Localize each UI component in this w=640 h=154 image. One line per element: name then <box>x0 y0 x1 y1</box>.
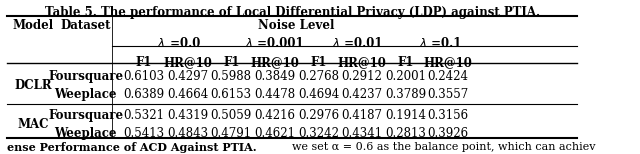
Text: HR@10: HR@10 <box>250 56 300 69</box>
Text: 0.4478: 0.4478 <box>254 88 296 101</box>
Text: 0.6389: 0.6389 <box>124 88 164 101</box>
Text: F1: F1 <box>223 56 239 69</box>
Text: 0.4791: 0.4791 <box>211 127 252 140</box>
Text: HR@10: HR@10 <box>338 56 387 69</box>
Text: Table 5. The performance of Local Differential Privacy (LDP) against PTIA.: Table 5. The performance of Local Differ… <box>45 6 540 18</box>
Text: Model: Model <box>13 19 54 32</box>
Text: 0.4621: 0.4621 <box>254 127 295 140</box>
Text: 0.3156: 0.3156 <box>428 109 468 122</box>
Text: 0.3242: 0.3242 <box>298 127 339 140</box>
Text: 0.2001: 0.2001 <box>385 70 426 83</box>
Text: Weeplace: Weeplace <box>54 127 117 140</box>
Text: 0.2768: 0.2768 <box>298 70 339 83</box>
Text: 0.4843: 0.4843 <box>167 127 208 140</box>
Text: =0.0: =0.0 <box>166 37 200 50</box>
Text: 0.5988: 0.5988 <box>211 70 252 83</box>
Text: 0.4187: 0.4187 <box>342 109 383 122</box>
Text: 0.4319: 0.4319 <box>167 109 208 122</box>
Text: 0.2813: 0.2813 <box>385 127 426 140</box>
Text: 0.2424: 0.2424 <box>428 70 468 83</box>
Text: F1: F1 <box>136 56 152 69</box>
Text: HR@10: HR@10 <box>424 56 472 69</box>
Text: $\lambda$: $\lambda$ <box>332 37 340 50</box>
Text: DCLR: DCLR <box>15 79 52 92</box>
Text: 0.2912: 0.2912 <box>342 70 383 83</box>
Text: 0.4664: 0.4664 <box>167 88 208 101</box>
Text: =0.01: =0.01 <box>340 37 383 50</box>
Text: HR@10: HR@10 <box>163 56 212 69</box>
Text: 0.4297: 0.4297 <box>167 70 208 83</box>
Text: Weeplace: Weeplace <box>54 88 117 101</box>
Text: 0.2976: 0.2976 <box>298 109 339 122</box>
Text: 0.4216: 0.4216 <box>254 109 295 122</box>
Text: 0.5321: 0.5321 <box>124 109 164 122</box>
Text: 0.3849: 0.3849 <box>254 70 296 83</box>
Text: $\lambda$: $\lambda$ <box>244 37 253 50</box>
Text: 0.3789: 0.3789 <box>385 88 426 101</box>
Text: we set α = 0.6 as the balance point, which can achiev: we set α = 0.6 as the balance point, whi… <box>292 142 596 152</box>
Text: 0.5413: 0.5413 <box>124 127 164 140</box>
Text: 0.3557: 0.3557 <box>428 88 468 101</box>
Text: Foursquare: Foursquare <box>48 109 124 122</box>
Text: 0.5059: 0.5059 <box>211 109 252 122</box>
Text: F1: F1 <box>397 56 414 69</box>
Text: 0.1914: 0.1914 <box>385 109 426 122</box>
Text: 0.4237: 0.4237 <box>342 88 383 101</box>
Text: 0.4341: 0.4341 <box>342 127 383 140</box>
Text: =0.001: =0.001 <box>253 37 303 50</box>
Text: F1: F1 <box>310 56 326 69</box>
Text: Noise Level: Noise Level <box>258 19 334 32</box>
Text: Foursquare: Foursquare <box>48 70 124 83</box>
Text: =0.1: =0.1 <box>427 37 461 50</box>
Text: 0.4694: 0.4694 <box>298 88 339 101</box>
Text: 0.3926: 0.3926 <box>428 127 468 140</box>
Text: Dataset: Dataset <box>61 19 111 32</box>
Text: $\lambda$: $\lambda$ <box>419 37 427 50</box>
Text: MAC: MAC <box>18 118 49 131</box>
Text: 0.6153: 0.6153 <box>211 88 252 101</box>
Text: $\lambda$: $\lambda$ <box>157 37 166 50</box>
Text: 0.6103: 0.6103 <box>124 70 164 83</box>
Text: ense Performance of ACD Against PTIA.: ense Performance of ACD Against PTIA. <box>7 142 257 153</box>
